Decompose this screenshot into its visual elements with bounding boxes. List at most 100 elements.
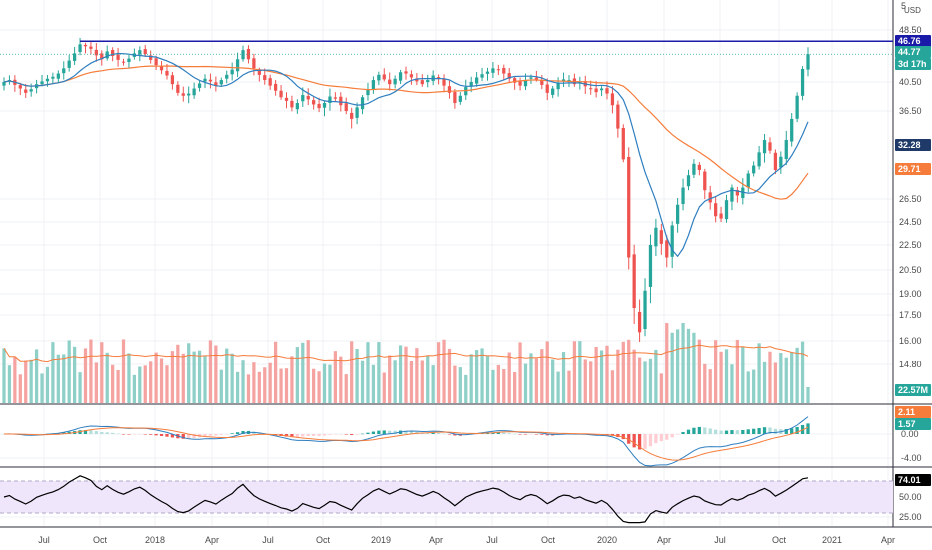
macd-histogram-bar: [312, 434, 316, 436]
volume-bar: [523, 363, 528, 403]
volume-bar: [534, 358, 539, 403]
volume-bar: [235, 371, 240, 403]
volume-bar: [686, 328, 691, 403]
candle-body: [317, 103, 321, 109]
macd-histogram-bar: [382, 430, 386, 434]
macd-histogram-bar: [708, 428, 712, 434]
macd-signal-tag: 1.57: [898, 419, 916, 429]
volume-bar: [518, 342, 522, 403]
macd-histogram-bar: [339, 434, 343, 435]
macd-histogram-bar: [235, 432, 240, 434]
last-price-tag: 44.77: [898, 47, 921, 57]
macd-histogram-bar: [371, 431, 376, 434]
macd-histogram-bar: [724, 430, 729, 434]
macd-histogram-bar: [230, 433, 234, 434]
macd-histogram-bar: [344, 434, 348, 435]
volume-bar: [339, 356, 343, 403]
time-tick-label: 2021: [822, 535, 842, 545]
volume-bar: [51, 342, 55, 403]
volume-bar: [29, 359, 33, 403]
macd-signal-tag-bg: [895, 418, 931, 430]
volume-bar: [388, 355, 392, 403]
macd-histogram-bar: [513, 433, 517, 435]
volume-bar: [165, 365, 169, 403]
macd-histogram-bar: [681, 431, 685, 434]
volume-bar: [589, 361, 593, 403]
candle-body: [230, 69, 234, 75]
macd-histogram-bar: [621, 434, 625, 440]
candle-body: [518, 81, 522, 86]
macd-histogram-bar: [643, 434, 647, 449]
volume-bar: [469, 354, 473, 403]
candle-body: [654, 227, 658, 247]
volume-bar: [301, 342, 305, 403]
macd-histogram-bar: [203, 434, 207, 437]
volume-bar: [18, 374, 22, 403]
macd-histogram-bar: [773, 428, 778, 434]
macd-histogram-bar: [453, 434, 457, 436]
volume-bar: [621, 341, 625, 403]
macd-histogram-bar: [768, 427, 772, 434]
candle-body: [784, 140, 788, 160]
candle-body: [398, 72, 403, 81]
macd-histogram-bar: [730, 430, 734, 434]
volume-bar: [2, 348, 6, 403]
candle-body: [252, 58, 256, 69]
time-tick-label: Jul: [486, 535, 498, 545]
macd-histogram-bar: [741, 429, 745, 434]
candle-body: [523, 80, 528, 87]
volume-bar: [474, 350, 479, 403]
volume-bar: [627, 339, 631, 403]
candle-body: [116, 54, 120, 60]
macd-histogram-bar: [366, 432, 370, 434]
candle-body: [192, 88, 196, 96]
macd-histogram-bar: [111, 432, 115, 434]
volume-bar: [485, 356, 490, 403]
volume-bar: [447, 348, 452, 403]
candle-body: [219, 80, 223, 85]
candle-body: [105, 51, 109, 59]
volume-bar: [219, 369, 223, 403]
macd-histogram-bar: [540, 434, 544, 435]
volume-bar: [154, 352, 158, 403]
macd-histogram-bar: [317, 434, 321, 436]
volume-bar: [561, 352, 566, 403]
volume-bar: [181, 353, 185, 403]
candle-body: [83, 44, 88, 47]
time-tick-label: Apr: [881, 535, 895, 545]
rsi-band-fill: [0, 481, 893, 513]
candle-body: [648, 245, 653, 287]
volume-bar: [230, 353, 234, 403]
candle-body: [377, 74, 381, 81]
candle-body: [480, 74, 484, 78]
macd-histogram-bar: [355, 434, 359, 435]
macd-histogram-bar: [83, 430, 88, 434]
time-tick-label: 2018: [145, 535, 165, 545]
candle-body: [159, 66, 164, 71]
macd-histogram-bar: [388, 430, 392, 434]
volume-bar: [13, 356, 17, 403]
candle-body: [665, 240, 669, 258]
volume-bar: [257, 371, 261, 403]
volume-bar: [480, 348, 484, 403]
volume-bar: [94, 362, 98, 403]
volume-bar: [572, 341, 577, 403]
candle-body: [241, 50, 245, 60]
last-price-tag-bg: [895, 46, 931, 58]
candle-body: [62, 68, 66, 74]
macd-histogram-bar: [659, 434, 663, 442]
volume-bar: [806, 387, 810, 403]
volume-bar: [149, 361, 153, 403]
volume-bar: [187, 343, 191, 403]
macd-histogram-bar: [654, 434, 658, 444]
macd-histogram-bar: [62, 432, 66, 434]
macd-histogram-bar: [746, 429, 750, 434]
candle-body: [534, 77, 539, 80]
candle-body: [545, 84, 549, 93]
volume-ma-tag-bg: [895, 349, 931, 361]
volume-bar: [170, 351, 175, 403]
volume-bar: [746, 371, 750, 403]
candle-body: [295, 103, 299, 110]
candle-body: [371, 80, 376, 90]
volume-bar: [34, 349, 39, 403]
